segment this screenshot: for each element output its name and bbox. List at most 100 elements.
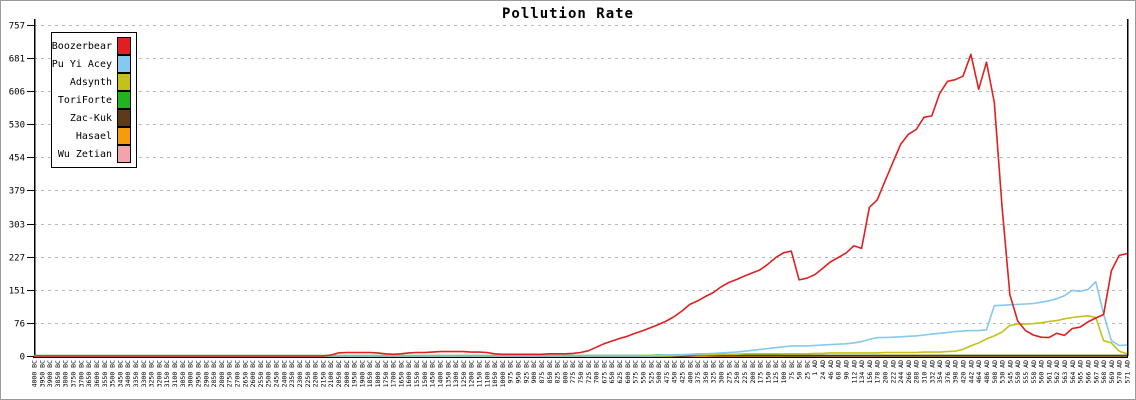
svg-text:225 BC: 225 BC (741, 360, 749, 384)
svg-text:1800 BC: 1800 BC (374, 360, 382, 387)
svg-text:332 AD: 332 AD (928, 360, 936, 384)
svg-text:1050 BC: 1050 BC (491, 360, 499, 387)
svg-text:3900 BC: 3900 BC (46, 360, 54, 387)
svg-text:2750 BC: 2750 BC (226, 360, 234, 387)
svg-text:2700 BC: 2700 BC (233, 360, 241, 387)
legend-label: Boozerbear (51, 40, 112, 52)
svg-text:3100 BC: 3100 BC (171, 360, 179, 387)
svg-text:0: 0 (20, 353, 25, 363)
svg-text:350 BC: 350 BC (702, 360, 710, 384)
svg-text:650 BC: 650 BC (608, 360, 616, 384)
svg-text:568 AD: 568 AD (1100, 360, 1108, 384)
svg-text:3950 BC: 3950 BC (38, 360, 46, 387)
svg-text:600 BC: 600 BC (624, 360, 632, 384)
svg-text:561 AD: 561 AD (1045, 360, 1053, 384)
legend: Boozerbear Pu Yi Acey Adsynth ToriForte Zac-… (51, 32, 137, 168)
svg-text:3850 BC: 3850 BC (54, 360, 62, 387)
legend-swatch (117, 145, 131, 163)
legend-swatch (117, 37, 131, 55)
svg-text:606: 606 (9, 88, 25, 98)
svg-text:569 AD: 569 AD (1108, 360, 1116, 384)
legend-label: Hasael (75, 130, 112, 142)
svg-text:275 BC: 275 BC (725, 360, 733, 384)
svg-text:1600 BC: 1600 BC (405, 360, 413, 387)
svg-text:550 BC: 550 BC (639, 360, 647, 384)
svg-text:2150 BC: 2150 BC (319, 360, 327, 387)
svg-text:775 BC: 775 BC (569, 360, 577, 384)
svg-text:565 AD: 565 AD (1077, 360, 1085, 384)
chart-title: Pollution Rate (501, 6, 634, 22)
svg-text:2800 BC: 2800 BC (218, 360, 226, 387)
svg-text:850 BC: 850 BC (546, 360, 554, 384)
svg-text:3050 BC: 3050 BC (179, 360, 187, 387)
svg-text:675 BC: 675 BC (600, 360, 608, 384)
svg-text:450 BC: 450 BC (671, 360, 679, 384)
svg-text:1450 BC: 1450 BC (429, 360, 437, 387)
svg-text:310 AD: 310 AD (921, 360, 929, 384)
svg-text:227: 227 (9, 254, 25, 264)
legend-swatch (117, 127, 131, 145)
svg-text:266 AD: 266 AD (905, 360, 913, 384)
svg-text:354 AD: 354 AD (936, 360, 944, 384)
svg-text:288 AD: 288 AD (913, 360, 921, 384)
svg-text:90 AD: 90 AD (842, 360, 850, 380)
legend-swatch (117, 73, 131, 91)
series-lines (34, 53, 1128, 357)
svg-text:3650 BC: 3650 BC (85, 360, 93, 387)
svg-text:558 AD: 558 AD (1030, 360, 1038, 384)
svg-text:2250 BC: 2250 BC (304, 360, 312, 387)
svg-text:1500 BC: 1500 BC (421, 360, 429, 387)
svg-text:156 AD: 156 AD (866, 360, 874, 384)
svg-text:1300 BC: 1300 BC (452, 360, 460, 387)
svg-text:1150 BC: 1150 BC (476, 360, 484, 387)
svg-text:700 BC: 700 BC (593, 360, 601, 384)
svg-text:3800 BC: 3800 BC (62, 360, 70, 387)
svg-text:567 AD: 567 AD (1092, 360, 1100, 384)
legend-swatch (117, 55, 131, 73)
legend-item-zac-kuk: Zac-Kuk (56, 109, 131, 127)
svg-text:2100 BC: 2100 BC (327, 360, 335, 387)
svg-text:725 BC: 725 BC (585, 360, 593, 384)
svg-text:3750 BC: 3750 BC (70, 360, 78, 387)
svg-text:24 AD: 24 AD (819, 360, 827, 380)
legend-item-toriforte: ToriForte (56, 91, 131, 109)
svg-text:454: 454 (9, 154, 25, 164)
svg-text:800 BC: 800 BC (561, 360, 569, 384)
svg-text:134 AD: 134 AD (858, 360, 866, 384)
legend-swatch (117, 109, 131, 127)
svg-text:100 BC: 100 BC (780, 360, 788, 384)
svg-text:1850 BC: 1850 BC (366, 360, 374, 387)
svg-text:244 AD: 244 AD (897, 360, 905, 384)
svg-text:2400 BC: 2400 BC (280, 360, 288, 387)
svg-text:486 AD: 486 AD (983, 360, 991, 384)
svg-text:125 BC: 125 BC (772, 360, 780, 384)
svg-text:425 BC: 425 BC (678, 360, 686, 384)
svg-text:2500 BC: 2500 BC (265, 360, 273, 387)
legend-label: ToriForte (57, 94, 112, 106)
svg-text:3350 BC: 3350 BC (132, 360, 140, 387)
series-line-adsynth (34, 314, 1128, 357)
svg-text:50 BC: 50 BC (796, 360, 804, 380)
svg-text:178 AD: 178 AD (874, 360, 882, 384)
svg-text:46 AD: 46 AD (827, 360, 835, 380)
svg-text:545 AD: 545 AD (1006, 360, 1014, 384)
svg-text:1400 BC: 1400 BC (436, 360, 444, 387)
svg-text:222 AD: 222 AD (889, 360, 897, 384)
x-axis-labels: 4000 BC 3950 BC 3900 BC 3850 BC 3800 BC 3750 … (31, 360, 1132, 387)
svg-text:3400 BC: 3400 BC (124, 360, 132, 387)
svg-text:750 BC: 750 BC (577, 360, 585, 384)
svg-text:2000 BC: 2000 BC (343, 360, 351, 387)
svg-text:250 BC: 250 BC (733, 360, 741, 384)
svg-text:625 BC: 625 BC (616, 360, 624, 384)
svg-text:3700 BC: 3700 BC (77, 360, 85, 387)
svg-text:560 AD: 560 AD (1038, 360, 1046, 384)
svg-text:2600 BC: 2600 BC (249, 360, 257, 387)
legend-item-pu-yi-acey: Pu Yi Acey (52, 55, 131, 73)
svg-text:420 AD: 420 AD (960, 360, 968, 384)
series-line-boozerbear (34, 53, 1128, 357)
svg-text:376 AD: 376 AD (944, 360, 952, 384)
svg-text:1350 BC: 1350 BC (444, 360, 452, 387)
svg-text:571 AD: 571 AD (1124, 360, 1132, 384)
svg-text:175 BC: 175 BC (757, 360, 765, 384)
